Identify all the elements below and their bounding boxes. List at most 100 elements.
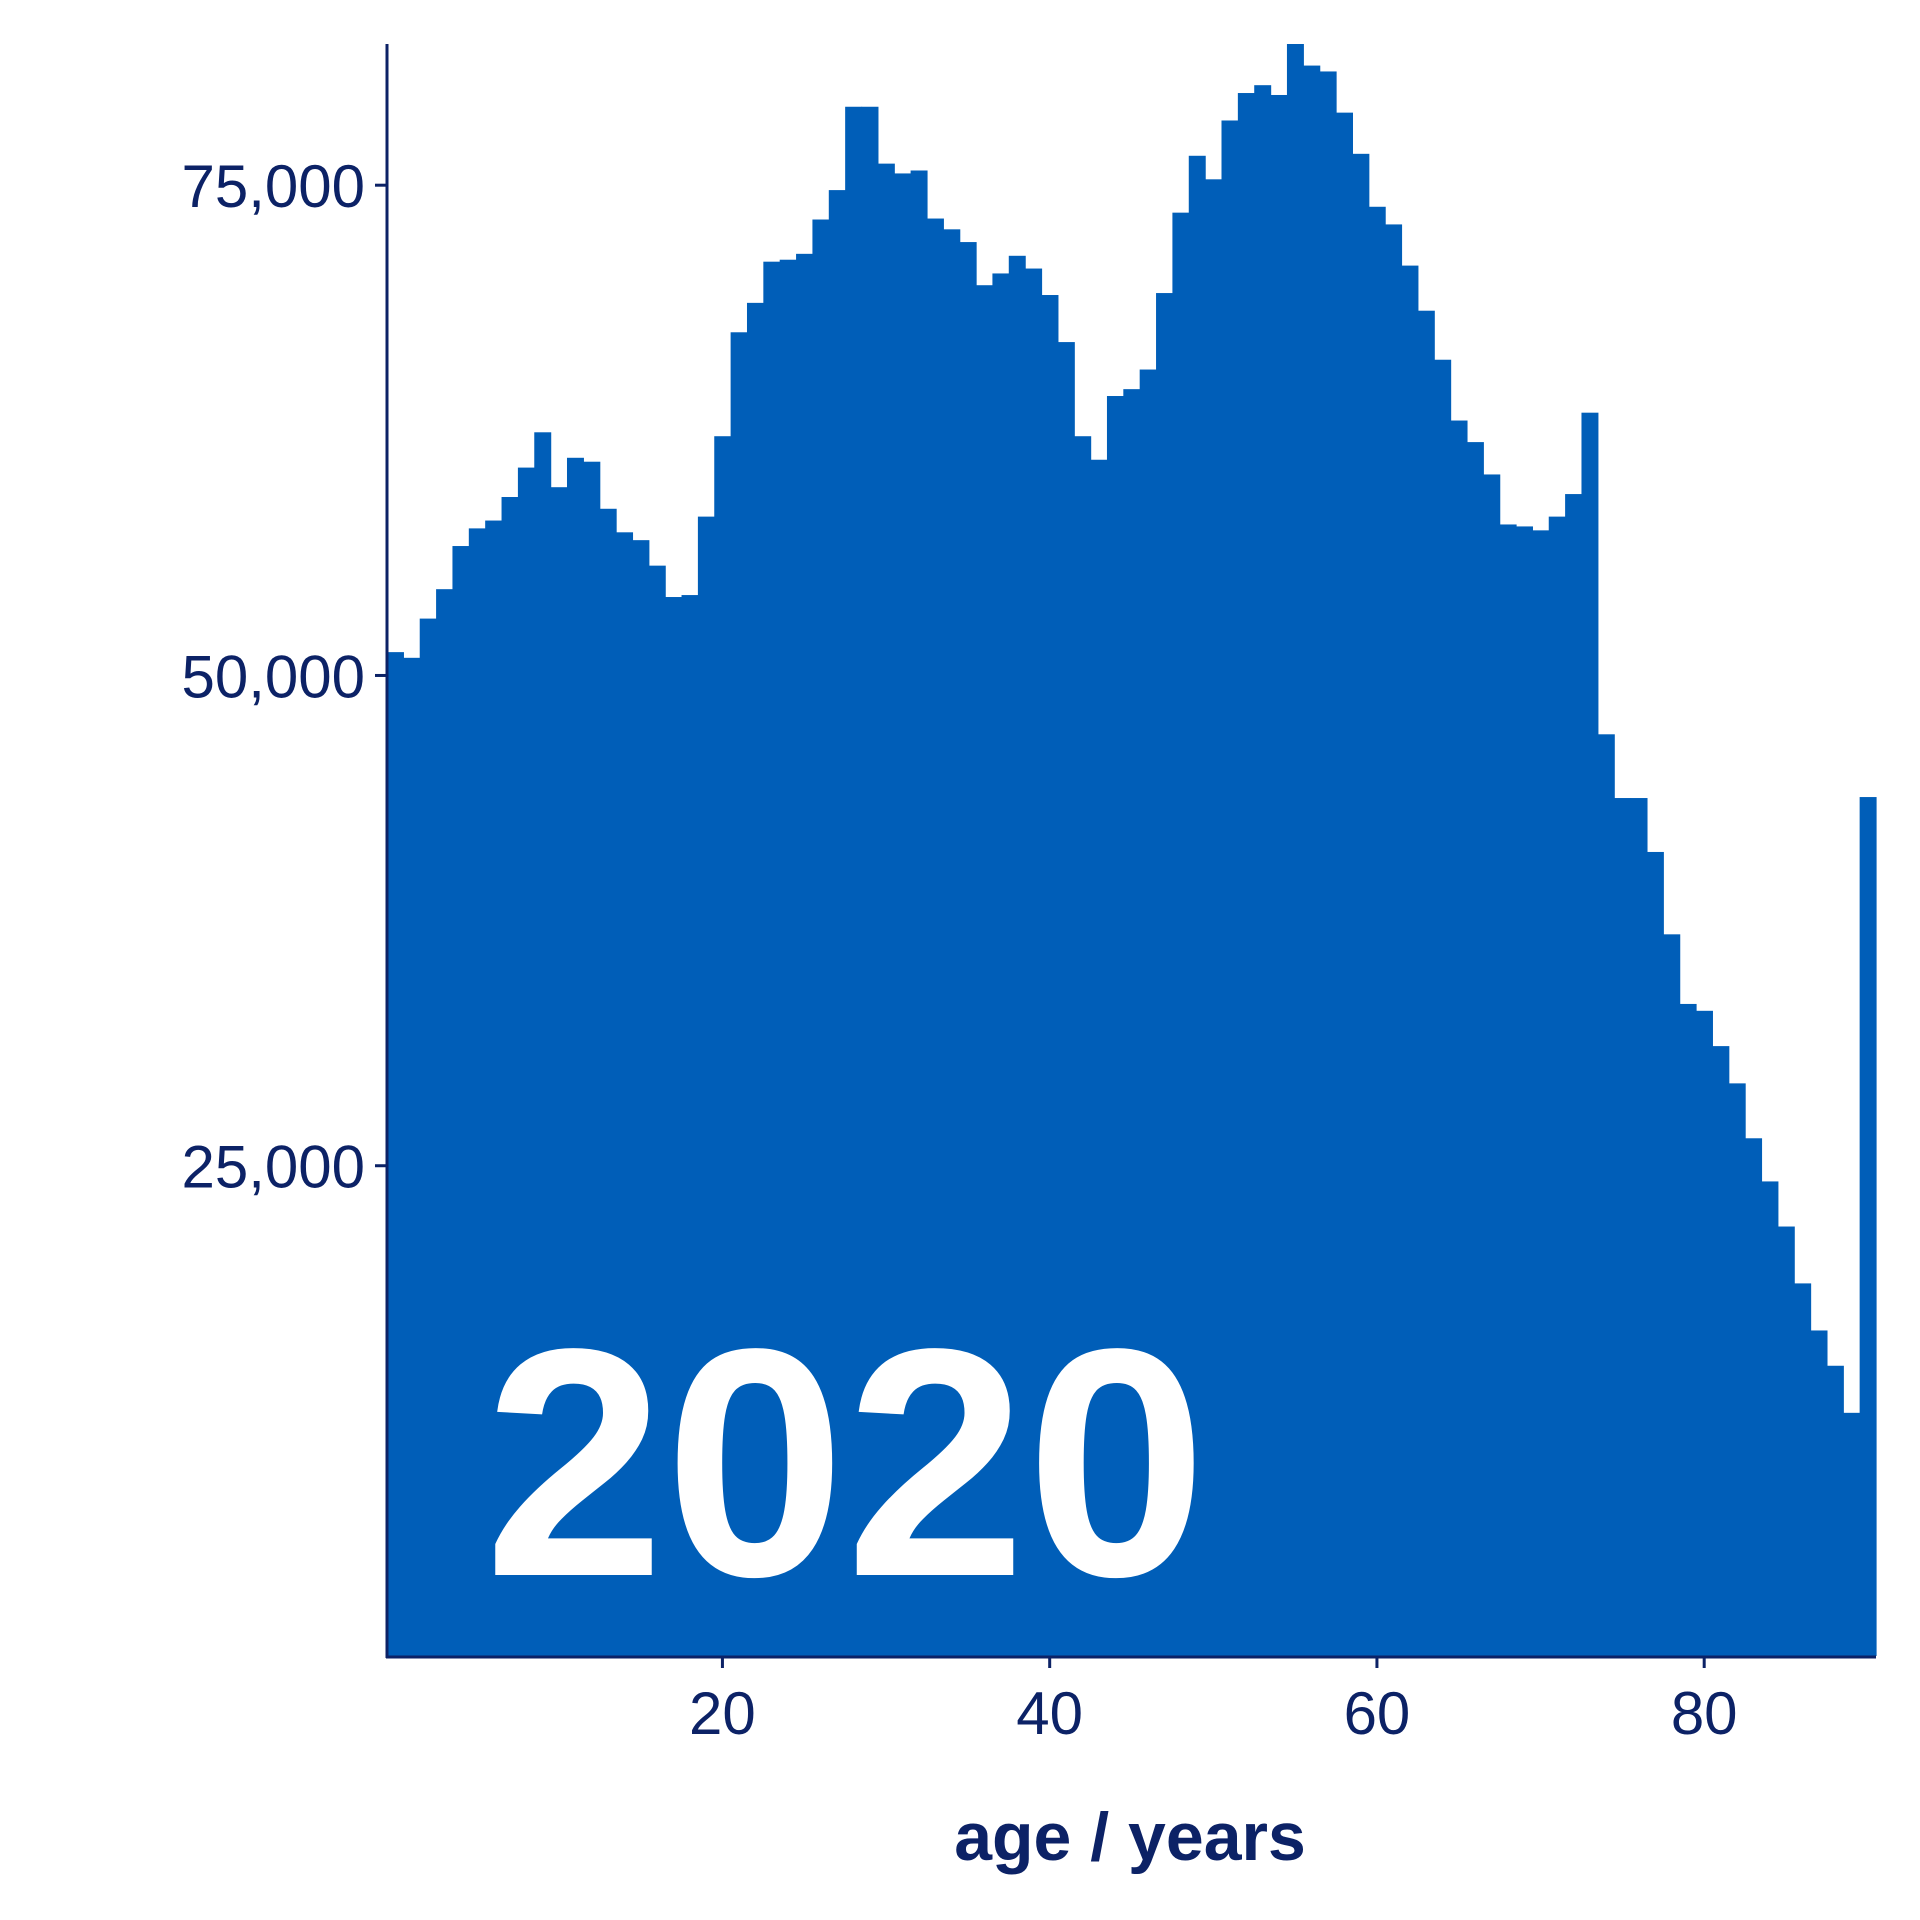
bar: [1336, 112, 1353, 1657]
x-tick-label: 20: [689, 1680, 756, 1747]
bar: [1286, 44, 1304, 1656]
bar: [1221, 120, 1239, 1657]
bar: [1417, 310, 1435, 1657]
bar: [1401, 265, 1419, 1657]
bar: [1434, 359, 1452, 1656]
bar: [1548, 516, 1566, 1657]
bar: [632, 540, 650, 1656]
annotation: 2020: [484, 1281, 1207, 1644]
bar: [468, 528, 486, 1656]
bar: [1679, 1003, 1697, 1656]
bar: [616, 532, 634, 1656]
bar: [1761, 1181, 1779, 1656]
bar: [1794, 1283, 1812, 1656]
bar: [1368, 206, 1386, 1657]
bar: [1352, 153, 1370, 1656]
bar: [1139, 369, 1157, 1656]
bar: [812, 219, 830, 1656]
bar: [992, 273, 1010, 1656]
bar: [861, 106, 879, 1656]
bar: [550, 487, 568, 1657]
bar: [1499, 524, 1517, 1656]
bar: [1074, 436, 1092, 1656]
bar: [877, 163, 895, 1657]
y-tick-label: 25,000: [181, 1134, 365, 1201]
bar: [1581, 412, 1599, 1656]
bar: [665, 597, 683, 1656]
bar: [1205, 179, 1223, 1657]
bar: [485, 520, 503, 1656]
bar: [1483, 474, 1501, 1657]
bar: [697, 516, 715, 1657]
bar: [534, 432, 552, 1656]
bar: [1826, 1365, 1844, 1656]
x-axis-label: age / years: [954, 1799, 1306, 1875]
bar: [419, 618, 437, 1656]
bar: [1385, 224, 1403, 1657]
bar: [403, 657, 421, 1656]
bars: [387, 44, 1877, 1657]
bar: [1057, 342, 1075, 1656]
bar: [517, 467, 535, 1656]
bar: [1663, 934, 1681, 1656]
bar: [926, 218, 944, 1656]
bar: [1090, 459, 1108, 1656]
bar: [1254, 85, 1272, 1656]
bar: [1565, 494, 1583, 1657]
bar: [959, 242, 977, 1657]
bar: [1843, 1412, 1861, 1656]
bar: [1270, 94, 1288, 1657]
bar: [436, 589, 454, 1656]
bar: [1728, 1083, 1746, 1656]
bar: [730, 332, 748, 1657]
bar: [796, 253, 814, 1656]
bar: [1597, 734, 1615, 1656]
bar: [943, 229, 961, 1656]
bar: [828, 190, 846, 1657]
bar: [763, 261, 781, 1656]
bar: [1025, 268, 1043, 1656]
bar: [1156, 293, 1174, 1657]
bar: [1237, 93, 1255, 1657]
y-tick-label: 75,000: [181, 153, 365, 220]
bar: [1041, 295, 1059, 1656]
bar: [1303, 65, 1321, 1656]
bar: [501, 497, 519, 1656]
bar: [1712, 1046, 1730, 1656]
bar: [910, 170, 928, 1657]
bar: [1696, 1010, 1713, 1656]
bar: [714, 436, 732, 1656]
x-tick-label: 40: [1016, 1680, 1083, 1747]
bar: [1532, 530, 1550, 1657]
bar: [452, 546, 470, 1656]
bar: [566, 457, 584, 1656]
bar: [1450, 420, 1468, 1657]
bar: [894, 173, 912, 1656]
bar: [648, 565, 666, 1656]
bar: [387, 652, 404, 1656]
bar: [1466, 442, 1484, 1657]
bar: [1188, 155, 1206, 1657]
bar: [583, 461, 601, 1657]
bar: [1106, 396, 1124, 1656]
bar: [1810, 1330, 1828, 1656]
bar: [845, 106, 863, 1656]
bar: [1745, 1138, 1763, 1656]
x-tick-label: 60: [1344, 1680, 1411, 1747]
bar: [1319, 71, 1337, 1657]
bar: [746, 302, 764, 1656]
bar: [681, 595, 699, 1657]
bar: [599, 508, 617, 1657]
x-tick-label: 80: [1671, 1680, 1738, 1747]
bar: [779, 259, 797, 1656]
y-tick-label: 50,000: [181, 643, 365, 710]
bar: [1172, 212, 1190, 1656]
bar: [1630, 798, 1648, 1656]
bar: [1614, 798, 1632, 1656]
bar: [1008, 255, 1026, 1656]
bar: [1646, 851, 1664, 1656]
bar: [1859, 797, 1877, 1656]
bar: [1123, 389, 1141, 1656]
bar: [1777, 1226, 1795, 1656]
